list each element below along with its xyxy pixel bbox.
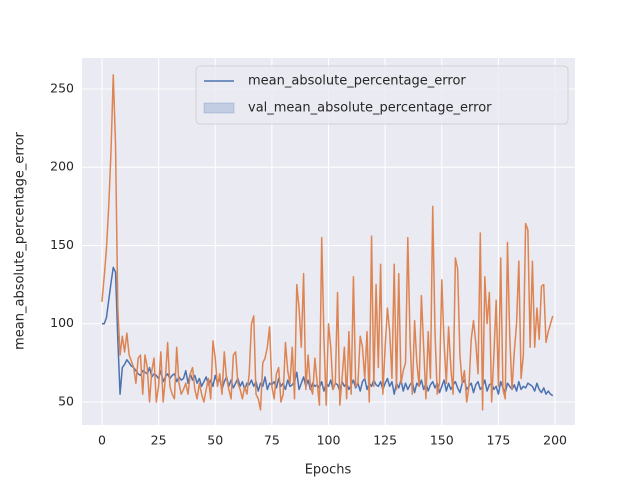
y-tick-label: 100 (50, 315, 74, 330)
x-tick-label: 25 (151, 433, 167, 448)
series-line (101, 74, 554, 411)
legend-swatch (203, 102, 235, 114)
y-tick-label: 50 (58, 393, 74, 408)
x-tick-label: 75 (264, 433, 280, 448)
x-tick-label: 125 (373, 433, 397, 448)
y-tick-label: 150 (50, 237, 74, 252)
legend-box (195, 65, 569, 125)
y-tick-label: 200 (50, 159, 74, 174)
x-axis-label: Epochs (305, 463, 352, 478)
y-axis-label: mean_absolute_percentage_error (13, 131, 28, 349)
x-tick-label: 200 (543, 433, 567, 448)
legend-label: mean_absolute_percentage_error (248, 74, 466, 89)
x-tick-label: 100 (317, 433, 341, 448)
x-tick-label: 150 (430, 433, 454, 448)
legend-label: val_mean_absolute_percentage_error (248, 101, 492, 116)
lines (101, 74, 554, 411)
x-tick-label: 0 (98, 433, 106, 448)
legend: mean_absolute_percentage_error val_mean_a… (195, 65, 569, 125)
x-tick-label: 50 (207, 433, 223, 448)
y-tick-label: 250 (50, 80, 74, 95)
x-tick-label: 175 (486, 433, 510, 448)
